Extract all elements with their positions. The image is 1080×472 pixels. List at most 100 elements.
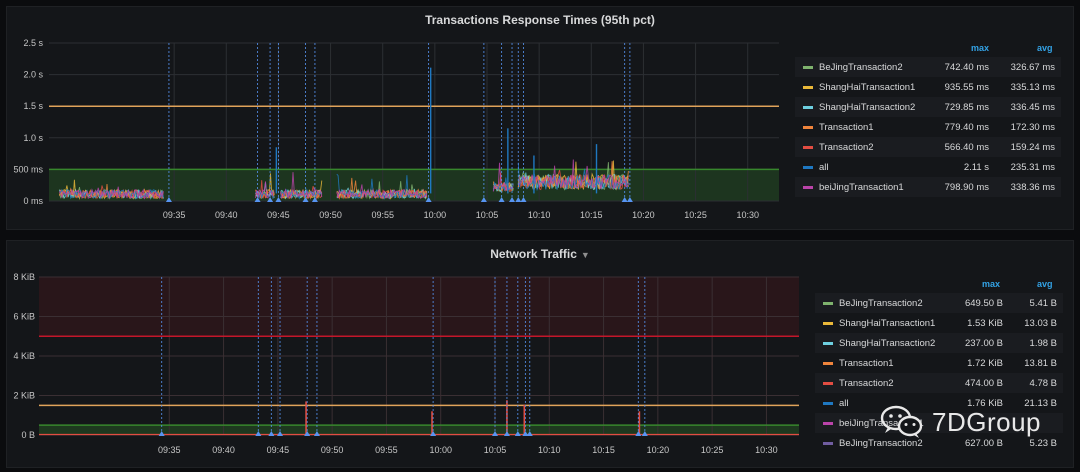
response-times-panel: Transactions Response Times (95th pct) 0… <box>6 6 1074 230</box>
response-times-chart[interactable]: 0 ms 500 ms 1.0 s 1.5 s 2.0 s 2.5 s 09:35 09:40… <box>7 7 787 227</box>
annotation-marker <box>641 431 648 436</box>
legend-series-name: BeJingTransaction2 <box>839 297 923 309</box>
legend-series-name: BeJingTransaction2 <box>839 437 923 449</box>
series-line <box>492 162 514 192</box>
x-tick-label: 10:15 <box>580 210 603 220</box>
panel-title[interactable]: Transactions Response Times (95th pct) <box>425 13 655 27</box>
legend-max-value: 729.85 ms <box>944 101 989 113</box>
threshold-band-critical <box>39 277 799 337</box>
legend-max-value: 474.00 B <box>964 377 1003 389</box>
x-tick-label: 09:45 <box>267 210 290 220</box>
legend-series-name: Transaction2 <box>819 141 874 153</box>
legend-max-value: 798.90 ms <box>944 181 989 193</box>
panel-title[interactable]: Network Traffic ▼ <box>7 247 1073 261</box>
y-tick-label: 0 ms <box>23 196 43 206</box>
legend-series-name: BeJingTransaction2 <box>819 61 903 73</box>
legend-swatch <box>823 401 833 405</box>
panel-menu-caret-icon[interactable]: ▼ <box>580 250 590 260</box>
legend-avg-value: 159.24 ms <box>1010 141 1055 153</box>
annotation-marker <box>509 197 516 202</box>
legend-item[interactable]: ShangHaiTransaction1 1.53 KiB 13.03 B <box>815 313 1063 333</box>
series-line <box>336 173 428 200</box>
legend-max-header[interactable]: max <box>971 43 990 53</box>
legend-swatch <box>823 321 833 325</box>
legend-item[interactable]: BeJingTransaction2 627.00 B 5.23 B <box>815 433 1063 453</box>
legend-item[interactable]: BeJingTransaction2 649.50 B 5.41 B <box>815 293 1063 313</box>
annotation-marker <box>425 197 432 202</box>
legend-item[interactable]: Transaction1 1.72 KiB 13.81 B <box>815 353 1063 373</box>
legend-avg-value: 1.98 B <box>1029 337 1057 349</box>
annotation-marker <box>302 197 309 202</box>
legend-series-name: all <box>839 397 849 409</box>
x-tick-label: 10:05 <box>476 210 499 220</box>
annotation-marker <box>158 431 165 436</box>
legend-item[interactable]: ShangHaiTransaction2 729.85 ms 336.45 ms <box>795 97 1061 117</box>
x-tick-label: 09:35 <box>158 445 181 455</box>
annotation-marker <box>480 197 487 202</box>
annotation-marker <box>635 431 642 436</box>
annotation-marker <box>275 197 282 202</box>
y-tick-label: 1.0 s <box>23 133 43 143</box>
legend-series-name: ShangHaiTransaction1 <box>819 81 916 93</box>
legend-swatch <box>803 65 813 69</box>
legend-avg-header[interactable]: avg <box>1037 279 1053 289</box>
legend-series-name: Transaction1 <box>839 357 894 369</box>
legend-swatch <box>803 165 813 169</box>
legend-item[interactable]: Transaction1 779.40 ms 172.30 ms <box>795 117 1061 137</box>
legend-series-name: Transaction2 <box>839 377 894 389</box>
legend-max-value: 742.40 ms <box>944 61 989 73</box>
legend-max-value: 649.50 B <box>964 297 1003 309</box>
annotation-marker <box>498 197 505 202</box>
network-traffic-legend: max avg BeJingTransaction2 649.50 B 5.41 B… <box>815 277 1063 467</box>
legend-item[interactable]: all 2.11 s 235.31 ms <box>795 157 1061 177</box>
series-line <box>492 172 514 192</box>
x-tick-label: 09:40 <box>215 210 238 220</box>
x-tick-label: 10:25 <box>701 445 724 455</box>
legend-max-value: 935.55 ms <box>944 81 989 93</box>
legend-avg-value: 5.23 B <box>1029 437 1057 449</box>
y-tick-label: 2.0 s <box>23 70 43 80</box>
annotation-marker <box>255 431 262 436</box>
x-tick-label: 09:35 <box>163 210 186 220</box>
wechat-logo-icon <box>880 404 924 440</box>
x-tick-label: 10:00 <box>424 210 447 220</box>
y-tick-label: 6 KiB <box>13 312 35 322</box>
legend-item[interactable]: beiJingTransaction1 <box>815 413 1063 433</box>
legend-item[interactable]: Transaction2 474.00 B 4.78 B <box>815 373 1063 393</box>
legend-item[interactable]: all 1.76 KiB 21.13 B <box>815 393 1063 413</box>
legend-swatch <box>823 301 833 305</box>
annotation-marker <box>621 197 628 202</box>
network-traffic-chart[interactable]: 0 B 2 KiB 4 KiB 6 KiB 8 KiB 09:35 09:40 09:45 09… <box>7 241 807 469</box>
annotation-marker <box>492 431 498 436</box>
legend-item[interactable]: Transaction2 566.40 ms 159.24 ms <box>795 137 1061 157</box>
x-tick-label: 10:25 <box>684 210 707 220</box>
legend-avg-value: 235.31 ms <box>1010 161 1055 173</box>
legend-swatch <box>823 441 833 445</box>
legend-item[interactable]: beiJingTransaction1 798.90 ms 338.36 ms <box>795 177 1061 197</box>
legend-swatch <box>803 105 813 109</box>
x-tick-label: 10:30 <box>755 445 778 455</box>
legend-item[interactable]: ShangHaiTransaction1 935.55 ms 335.13 ms <box>795 77 1061 97</box>
legend-max-value: 1.53 KiB <box>967 317 1003 329</box>
annotation-marker <box>311 197 318 202</box>
legend-swatch <box>823 381 833 385</box>
legend-series-name: beiJingTransaction1 <box>819 181 904 193</box>
legend-item[interactable]: BeJingTransaction2 742.40 ms 326.67 ms <box>795 57 1061 77</box>
legend-series-name: all <box>819 161 829 173</box>
legend-item[interactable]: ShangHaiTransaction2 237.00 B 1.98 B <box>815 333 1063 353</box>
legend-avg-header[interactable]: avg <box>1037 43 1053 53</box>
legend-swatch <box>803 145 813 149</box>
annotation-marker <box>520 197 527 202</box>
annotation-marker <box>267 197 274 202</box>
y-tick-label: 2.5 s <box>23 38 43 48</box>
legend-max-header[interactable]: max <box>982 279 1001 289</box>
legend-avg-value: 13.81 B <box>1024 357 1057 369</box>
legend-avg-value: 335.13 ms <box>1010 81 1055 93</box>
x-tick-label: 10:10 <box>538 445 561 455</box>
x-tick-label: 10:05 <box>484 445 507 455</box>
legend-max-value: 237.00 B <box>964 337 1003 349</box>
panel-title-text: Network Traffic <box>490 247 577 261</box>
legend-avg-value: 172.30 ms <box>1010 121 1055 133</box>
annotation-marker <box>522 431 529 436</box>
x-tick-label: 09:45 <box>267 445 290 455</box>
